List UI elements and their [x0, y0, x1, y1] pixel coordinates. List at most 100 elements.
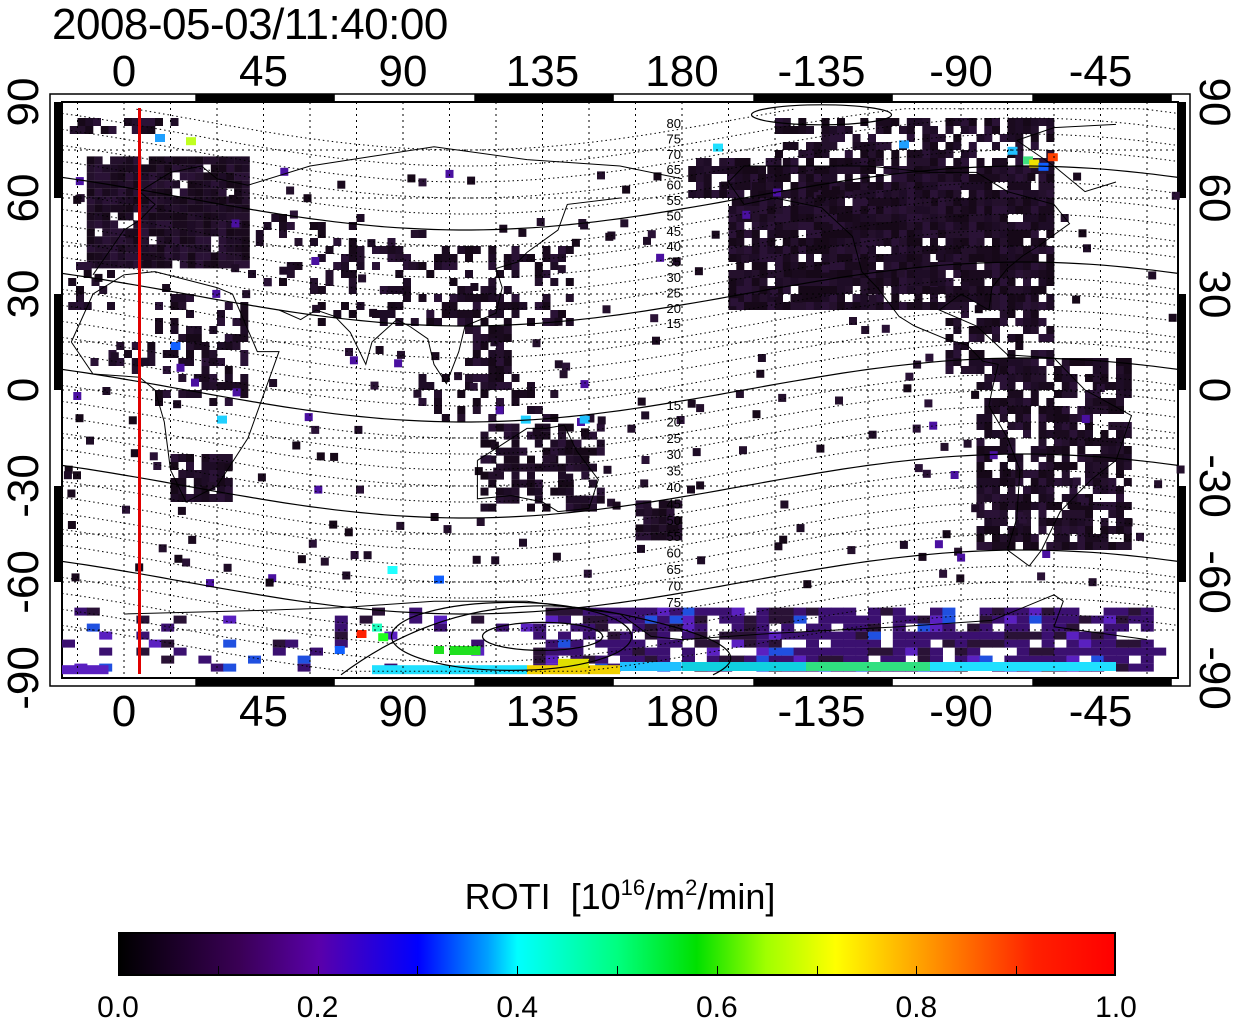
roti-cell	[984, 326, 993, 334]
roti-cell	[937, 166, 946, 174]
roti-cell	[883, 254, 892, 262]
roti-cell	[426, 310, 435, 318]
roti-cell	[280, 167, 289, 176]
frame-bar	[54, 294, 62, 390]
roti-cell	[806, 302, 814, 310]
roti-cell	[1023, 206, 1031, 214]
roti-cell	[830, 655, 844, 664]
roti-cell	[1073, 172, 1082, 181]
roti-cell	[821, 264, 830, 273]
roti-cell	[945, 142, 954, 150]
roti-cell	[782, 246, 791, 254]
roti-cell	[883, 270, 892, 278]
roti-cell	[790, 222, 799, 230]
roti-cell	[868, 238, 876, 246]
roti-cell	[1007, 398, 1016, 406]
frame-bar	[1032, 94, 1172, 102]
roti-cell	[1085, 526, 1093, 534]
roti-cell	[1046, 182, 1055, 190]
roti-cell	[457, 310, 466, 318]
roti-cell	[782, 190, 791, 198]
roti-cell	[102, 196, 111, 205]
roti-cell	[905, 372, 914, 381]
roti-cell	[744, 270, 752, 278]
roti-cell	[172, 196, 181, 205]
roti-cell	[1007, 422, 1016, 430]
roti-cell	[790, 238, 799, 246]
roti-cell	[86, 607, 100, 616]
roti-cell	[968, 358, 977, 366]
roti-cell	[891, 158, 900, 166]
roti-cell	[1123, 366, 1132, 374]
roti-cell	[503, 431, 512, 440]
roti-cell	[187, 244, 196, 253]
roti-cell	[94, 244, 103, 253]
roti-cell	[480, 439, 489, 448]
roti-cell	[868, 254, 876, 262]
roti-cell	[1116, 615, 1129, 624]
roti-cell	[1007, 470, 1016, 478]
roti-cell	[488, 479, 497, 488]
roti-cell	[241, 156, 250, 165]
roti-cell	[798, 150, 807, 158]
roti-cell	[178, 294, 187, 302]
mag-contour	[61, 325, 1179, 391]
roti-cell	[844, 262, 853, 270]
roti-cell	[1007, 146, 1018, 155]
roti-cell	[1069, 542, 1078, 550]
roti-cell	[937, 246, 946, 254]
roti-cell	[582, 631, 596, 640]
roti-cell	[413, 389, 422, 398]
roti-cell	[945, 166, 954, 174]
roti-cell	[1030, 230, 1039, 238]
roti-cell	[474, 467, 483, 476]
roti-cell	[844, 302, 853, 310]
contour-label: 70	[667, 578, 681, 593]
roti-cell	[527, 254, 535, 262]
roti-cell	[1041, 647, 1055, 656]
roti-cell	[203, 212, 212, 221]
roti-cell	[1015, 526, 1024, 534]
roti-cell	[218, 244, 227, 253]
roti-cell	[195, 164, 204, 173]
roti-cell	[279, 266, 288, 275]
roti-cell	[778, 393, 787, 402]
roti-cell	[304, 413, 313, 422]
roti-cell	[595, 615, 609, 624]
roti-cell	[1030, 310, 1039, 318]
roti-cell	[1054, 478, 1062, 486]
lat-tick-left: 0	[0, 377, 48, 403]
roti-cell	[325, 270, 334, 278]
roti-cell	[595, 623, 609, 632]
roti-cell	[1046, 502, 1055, 510]
roti-cell	[226, 156, 235, 165]
roti-cell	[1023, 318, 1031, 326]
roti-cell	[496, 495, 504, 504]
roti-cell	[1108, 542, 1117, 550]
roti-cell	[837, 262, 845, 270]
roti-cell	[589, 447, 597, 456]
roti-cell	[279, 214, 287, 222]
roti-cell	[852, 230, 861, 238]
roti-cell	[1007, 382, 1016, 390]
roti-cell	[558, 310, 566, 318]
roti-cell	[488, 294, 497, 302]
roti-cell	[1116, 366, 1124, 374]
roti-cell	[1038, 448, 1047, 457]
roti-cell	[861, 175, 870, 184]
roti-cell	[203, 196, 212, 205]
roti-cell	[875, 230, 884, 238]
roti-cell	[164, 164, 173, 173]
roti-cell	[550, 262, 559, 270]
roti-cell	[736, 190, 745, 198]
roti-cell	[821, 246, 830, 254]
contour-label: 30	[667, 270, 681, 285]
roti-cell	[953, 254, 962, 262]
roti-cell	[354, 425, 363, 434]
roti-cell	[148, 204, 157, 213]
roti-cell	[86, 188, 95, 197]
roti-cell	[891, 270, 900, 278]
roti-cell	[821, 230, 830, 238]
roti-cell	[992, 286, 1000, 294]
roti-cell	[1023, 230, 1031, 238]
